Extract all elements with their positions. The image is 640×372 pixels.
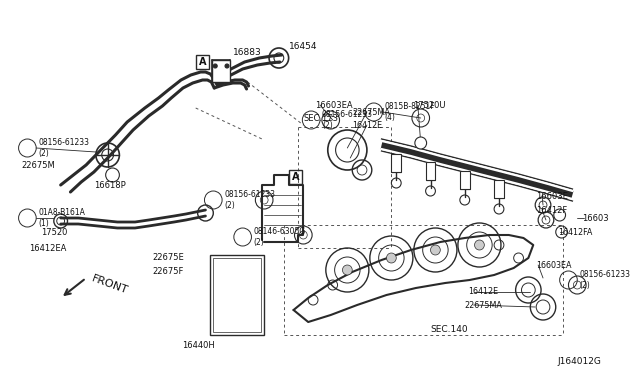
Text: 22675MA: 22675MA — [352, 108, 390, 116]
Text: 16412E: 16412E — [468, 288, 498, 296]
Text: 08146-6305G
(2): 08146-6305G (2) — [253, 227, 306, 247]
Text: 16883: 16883 — [233, 48, 262, 57]
Text: 22675E: 22675E — [152, 253, 184, 263]
Circle shape — [431, 245, 440, 255]
Text: 16603EA: 16603EA — [536, 260, 572, 269]
Bar — [211, 255, 264, 335]
Text: 08156-61233
(2): 08156-61233 (2) — [224, 190, 275, 210]
Text: 16454: 16454 — [289, 42, 317, 51]
Text: 16603: 16603 — [582, 214, 609, 222]
Text: J164012G: J164012G — [557, 357, 602, 366]
Text: 08156-61233
(2): 08156-61233 (2) — [38, 138, 89, 158]
Text: 22675MA: 22675MA — [465, 301, 502, 310]
Text: 16412E: 16412E — [352, 121, 382, 129]
Text: A: A — [292, 172, 300, 182]
Text: 16412F: 16412F — [536, 205, 568, 215]
Bar — [494, 180, 504, 198]
Text: 16603E: 16603E — [536, 192, 568, 201]
Circle shape — [415, 137, 427, 149]
Circle shape — [387, 253, 396, 263]
Text: SEC.173: SEC.173 — [303, 113, 339, 122]
Bar — [196, 55, 209, 69]
Circle shape — [213, 64, 217, 68]
Text: 0815B-8251F
(4): 0815B-8251F (4) — [385, 102, 435, 122]
Bar — [212, 60, 230, 82]
Text: 08156-61233
(2): 08156-61233 (2) — [322, 110, 373, 130]
Circle shape — [342, 265, 352, 275]
Text: 16412FA: 16412FA — [557, 228, 592, 237]
Text: 16412EA: 16412EA — [29, 244, 67, 253]
Bar — [426, 162, 435, 180]
Text: 17520: 17520 — [41, 228, 67, 237]
Circle shape — [474, 240, 484, 250]
Text: 22675M: 22675M — [22, 160, 55, 170]
Text: 01A8-B161A
(1): 01A8-B161A (1) — [38, 208, 85, 228]
Text: 16618P: 16618P — [94, 180, 125, 189]
Text: 16440H: 16440H — [182, 340, 215, 350]
Bar — [460, 171, 470, 189]
Text: FRONT: FRONT — [90, 274, 129, 296]
Bar — [213, 258, 261, 332]
Circle shape — [225, 64, 229, 68]
Text: 22675F: 22675F — [152, 267, 184, 276]
Text: A: A — [199, 57, 206, 67]
Bar — [289, 170, 302, 184]
Text: 16603EA: 16603EA — [315, 100, 353, 109]
Text: 17520U: 17520U — [413, 100, 445, 109]
Bar — [392, 154, 401, 172]
Text: 08156-61233
(2): 08156-61233 (2) — [579, 270, 630, 290]
Text: SEC.140: SEC.140 — [431, 326, 468, 334]
